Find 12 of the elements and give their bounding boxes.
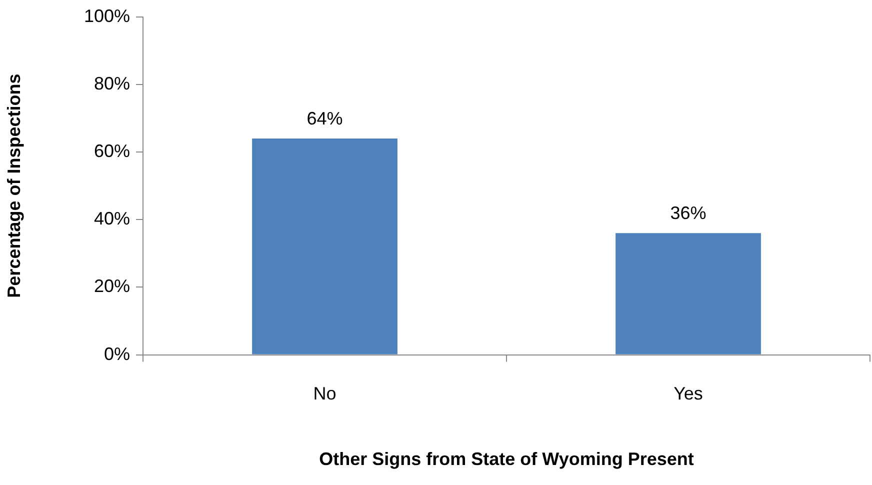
y-tick-label: 60% bbox=[94, 140, 130, 161]
y-tick-label: 40% bbox=[94, 208, 130, 229]
x-tick-label: No bbox=[313, 384, 336, 404]
x-axis-title: Other Signs from State of Wyoming Present bbox=[319, 449, 694, 470]
y-tick-label: 100% bbox=[84, 6, 130, 26]
data-label: 64% bbox=[306, 108, 343, 128]
data-label: 36% bbox=[670, 203, 706, 224]
y-tick-label: 80% bbox=[94, 73, 130, 94]
y-tick-label: 20% bbox=[94, 276, 130, 296]
y-tick-label: 0% bbox=[104, 344, 130, 364]
y-axis-title: Percentage of Inspections bbox=[4, 74, 24, 298]
x-tick-label: Yes bbox=[674, 384, 703, 404]
